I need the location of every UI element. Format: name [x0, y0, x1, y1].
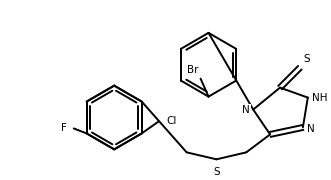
Text: F: F	[61, 123, 67, 133]
Text: S: S	[213, 167, 220, 177]
Text: N: N	[243, 105, 250, 114]
Text: NH: NH	[312, 93, 327, 103]
Text: S: S	[304, 54, 310, 64]
Text: N: N	[307, 124, 314, 134]
Text: Br: Br	[187, 65, 199, 75]
Text: Cl: Cl	[166, 116, 177, 127]
